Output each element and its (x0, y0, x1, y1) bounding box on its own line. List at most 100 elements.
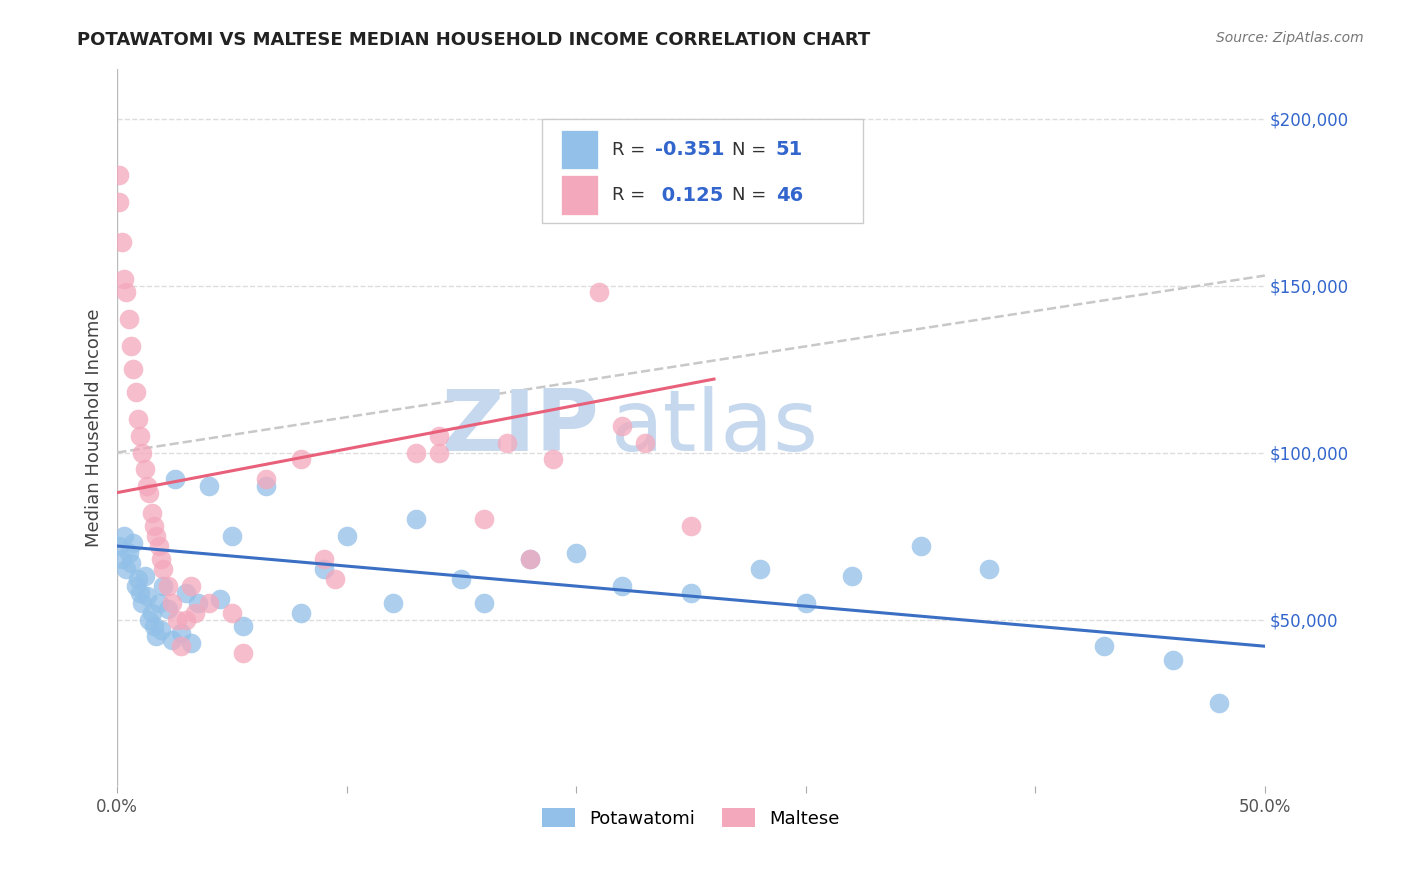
Point (1161, 652, 1184, 666)
Point (170, 625, 193, 640)
Point (610, 418, 633, 433)
Point (156, 602, 179, 616)
Y-axis label: Median Household Income: Median Household Income (86, 309, 103, 547)
Point (198, 479, 221, 493)
Point (794, 596, 817, 610)
Point (221, 529, 243, 543)
Point (186, 596, 208, 610)
Point (174, 586, 197, 600)
Point (610, 579, 633, 593)
Point (124, 385, 146, 400)
Point (496, 435, 519, 450)
Point (118, 546, 141, 560)
Point (124, 579, 146, 593)
Text: N =: N = (733, 141, 772, 159)
Point (174, 613, 197, 627)
Point (108, 539, 131, 553)
Text: 46: 46 (776, 186, 803, 204)
Point (115, 285, 138, 300)
Point (149, 623, 172, 637)
Point (129, 586, 152, 600)
Point (122, 362, 145, 376)
Point (336, 529, 359, 543)
Point (131, 445, 153, 459)
Point (131, 596, 153, 610)
Point (134, 569, 156, 583)
Point (290, 606, 312, 620)
Text: 51: 51 (776, 140, 803, 159)
Point (180, 579, 202, 593)
Point (112, 529, 135, 543)
Point (450, 573, 472, 587)
Point (180, 636, 202, 650)
Point (588, 285, 610, 300)
Point (254, 479, 277, 493)
Point (1208, 696, 1230, 710)
Point (112, 272, 135, 286)
Text: -0.351: -0.351 (655, 140, 725, 159)
Point (152, 579, 174, 593)
Point (232, 619, 254, 633)
Point (162, 632, 184, 647)
Point (162, 596, 184, 610)
Point (209, 592, 232, 607)
Point (748, 562, 770, 576)
Point (136, 479, 159, 493)
Point (381, 596, 404, 610)
Text: R =: R = (612, 141, 651, 159)
Point (111, 552, 134, 566)
Point (405, 445, 427, 459)
Bar (561, 176, 598, 215)
Text: R =: R = (612, 186, 651, 204)
Point (149, 552, 172, 566)
Point (111, 235, 134, 249)
Point (841, 569, 863, 583)
Bar (561, 129, 598, 169)
Point (120, 556, 142, 570)
Point (221, 606, 243, 620)
Point (141, 606, 163, 620)
Point (166, 613, 188, 627)
Point (136, 589, 159, 603)
Point (634, 435, 657, 450)
Text: Source: ZipAtlas.com: Source: ZipAtlas.com (1216, 31, 1364, 45)
Point (254, 472, 277, 486)
Point (184, 606, 207, 620)
Point (910, 539, 932, 553)
Point (145, 629, 167, 643)
Point (312, 562, 335, 576)
Point (979, 562, 1001, 576)
Point (122, 535, 145, 549)
Point (134, 462, 156, 476)
Point (232, 646, 254, 660)
Point (543, 452, 565, 467)
Point (198, 596, 221, 610)
Point (163, 472, 186, 486)
Point (152, 562, 174, 576)
Point (138, 613, 160, 627)
Point (118, 312, 141, 326)
Point (138, 485, 160, 500)
Point (427, 429, 450, 443)
Point (120, 339, 142, 353)
Point (148, 596, 170, 610)
Point (127, 573, 149, 587)
Legend: Potawatomi, Maltese: Potawatomi, Maltese (536, 801, 846, 835)
Point (142, 519, 165, 533)
Point (427, 445, 450, 459)
Point (108, 169, 131, 183)
Point (115, 562, 138, 576)
Point (148, 539, 170, 553)
Point (323, 573, 346, 587)
Point (127, 412, 149, 426)
Text: N =: N = (733, 186, 772, 204)
Point (290, 452, 312, 467)
Point (108, 195, 131, 210)
FancyBboxPatch shape (541, 119, 863, 223)
Point (565, 546, 588, 560)
Point (679, 519, 702, 533)
Point (170, 639, 193, 653)
Point (145, 529, 167, 543)
Text: atlas: atlas (610, 386, 818, 469)
Point (141, 506, 163, 520)
